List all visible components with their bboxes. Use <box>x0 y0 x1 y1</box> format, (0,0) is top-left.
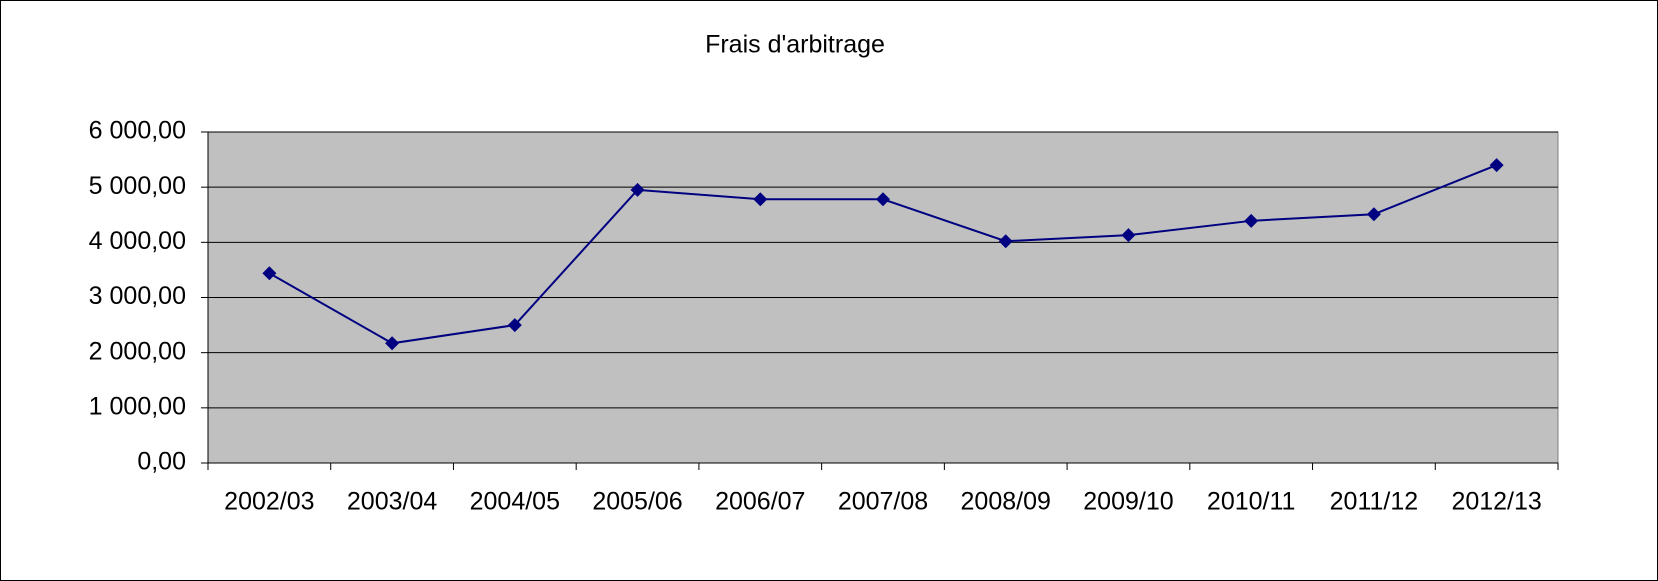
x-tick-label: 2009/10 <box>1083 488 1173 516</box>
marker <box>998 234 1013 249</box>
y-tick-label: 1 000,00 <box>89 392 186 420</box>
marker <box>262 266 277 281</box>
y-tick-label: 3 000,00 <box>89 282 186 310</box>
x-tick-label: 2002/03 <box>224 488 314 516</box>
y-tick-label: 6 000,00 <box>89 117 186 145</box>
marker <box>1489 158 1504 173</box>
x-tick-label: 2010/11 <box>1207 488 1296 516</box>
marker <box>753 192 768 207</box>
x-tick-label: 2006/07 <box>715 488 805 516</box>
marker <box>876 192 890 207</box>
x-tick-label: 2003/04 <box>347 488 437 516</box>
chart-title: Frais d'arbitrage <box>705 31 885 59</box>
y-tick-label: 4 000,00 <box>89 227 186 255</box>
y-tick-label: 2 000,00 <box>89 337 186 365</box>
x-tick-label: 2005/06 <box>592 488 682 516</box>
marker <box>630 182 645 197</box>
x-tick-label: 2012/13 <box>1451 488 1541 516</box>
x-tick-label: 2004/05 <box>470 488 560 516</box>
x-tick-label: 2007/08 <box>838 488 928 516</box>
y-tick-label: 0,00 <box>137 448 186 476</box>
marker <box>1121 228 1136 243</box>
marker <box>1366 207 1381 222</box>
marker <box>385 336 400 351</box>
x-tick-label: 2011/12 <box>1330 488 1419 516</box>
x-tick-label: 2008/09 <box>961 488 1051 516</box>
marker <box>1244 213 1259 228</box>
y-tick-label: 5 000,00 <box>89 172 186 200</box>
marker <box>507 318 522 333</box>
